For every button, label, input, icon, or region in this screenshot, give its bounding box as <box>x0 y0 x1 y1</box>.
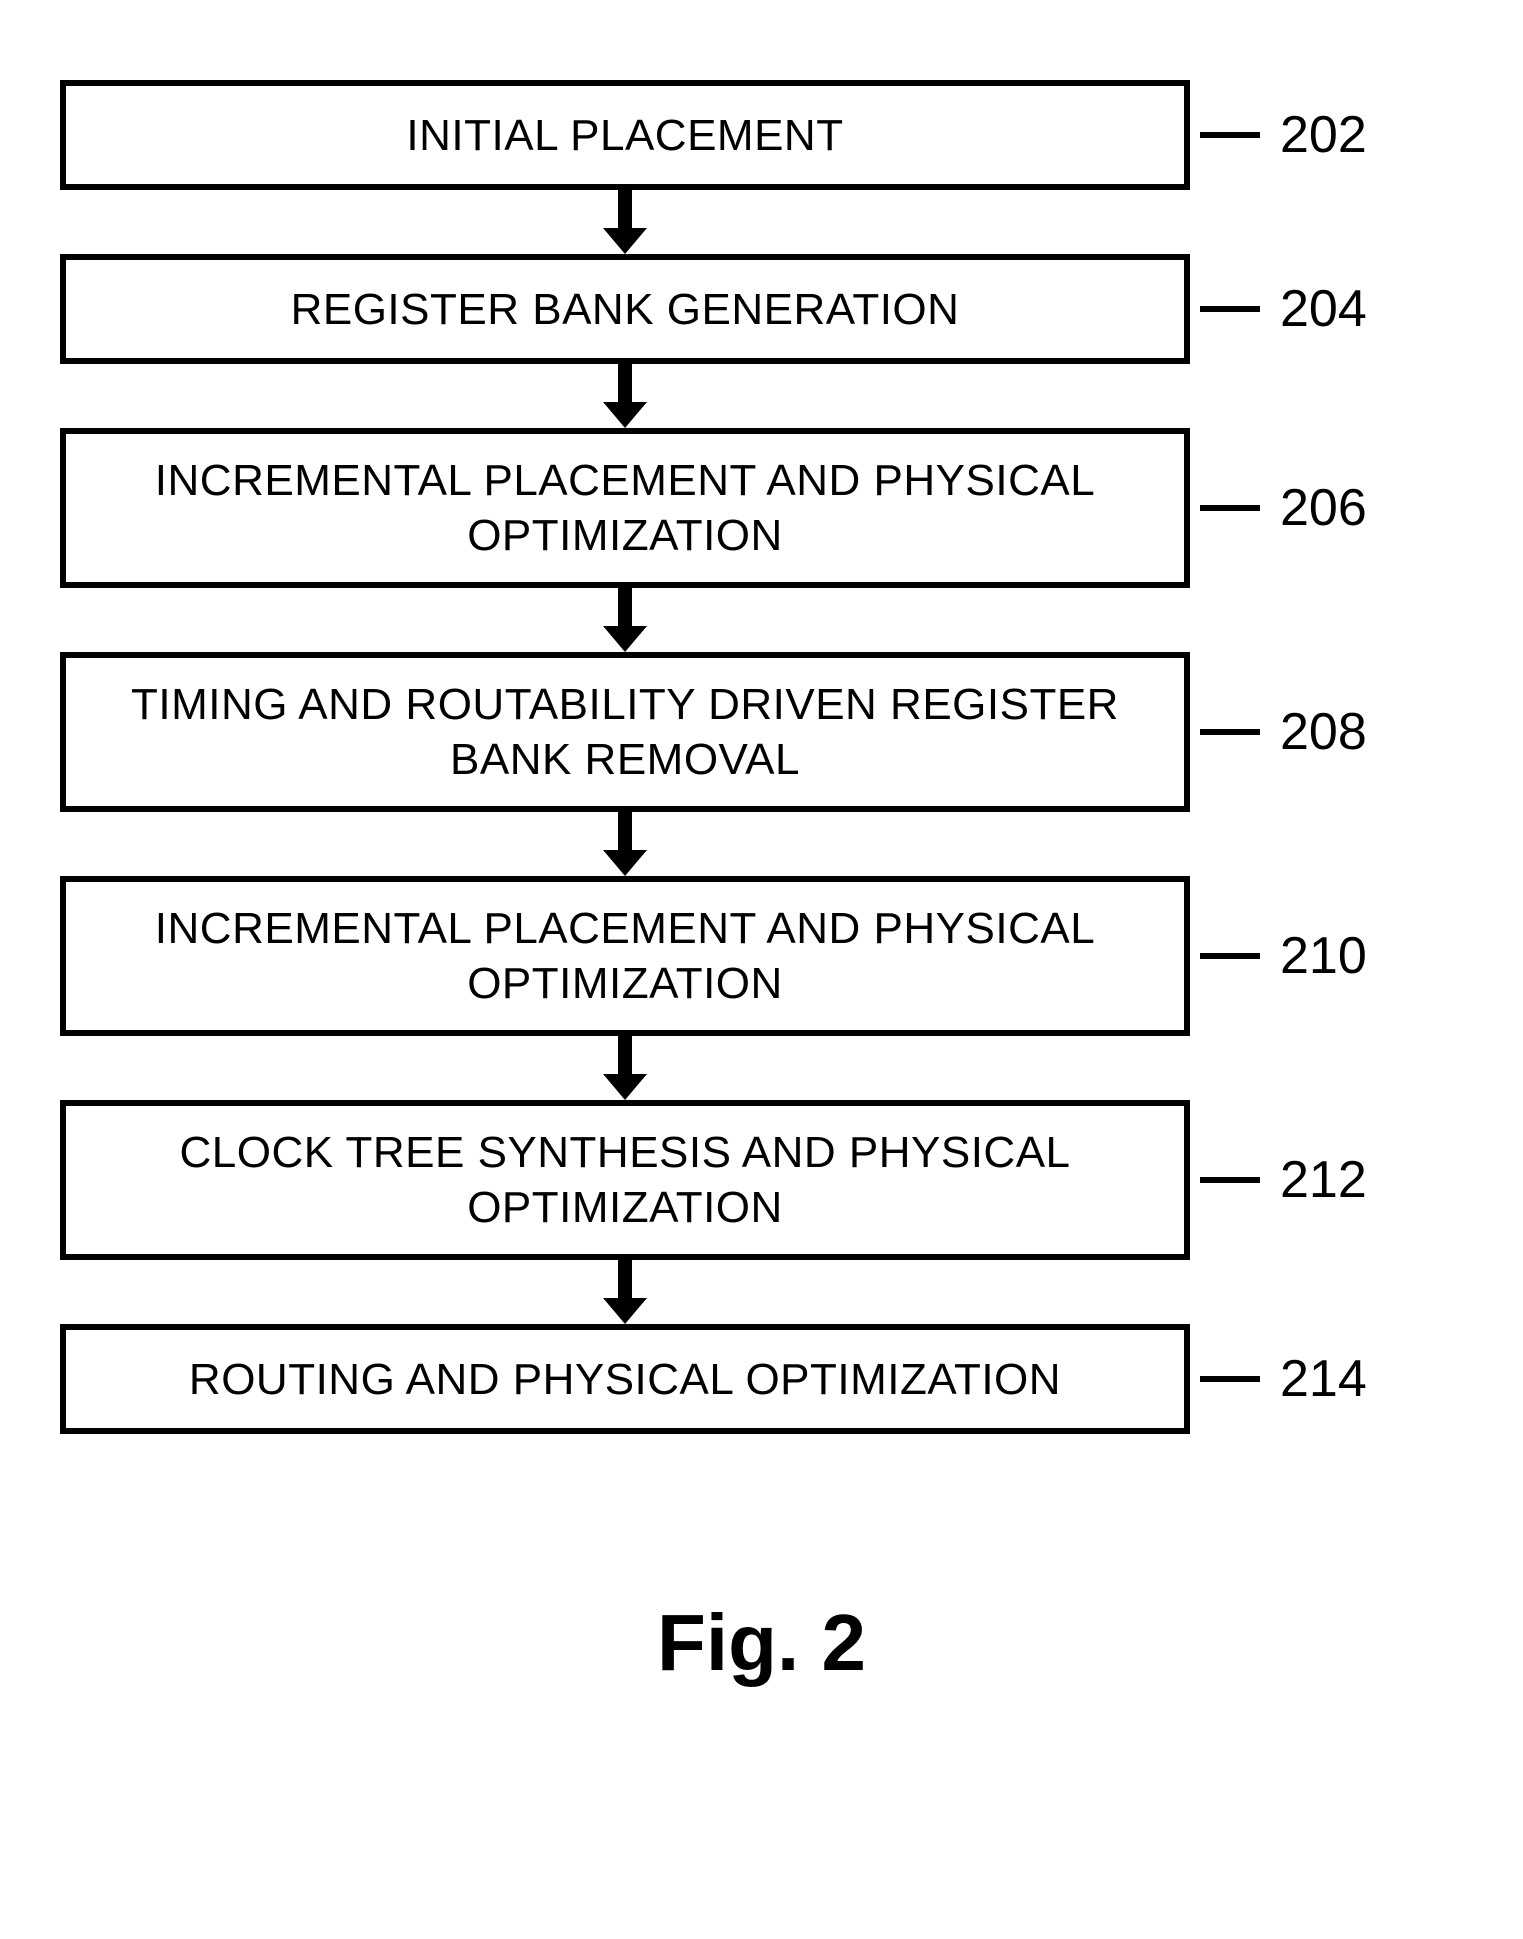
flow-step-row: INCREMENTAL PLACEMENT AND PHYSICAL OPTIM… <box>60 428 1460 588</box>
flow-arrow <box>60 1260 1190 1324</box>
step-212-label: CLOCK TREE SYNTHESIS AND PHYSICAL OPTIMI… <box>86 1125 1164 1235</box>
step-210-ref-connector <box>1190 953 1270 959</box>
flow-step-row: INITIAL PLACEMENT 202 <box>60 80 1460 190</box>
flow-step-row: TIMING AND ROUTABILITY DRIVEN REGISTER B… <box>60 652 1460 812</box>
step-208-box: TIMING AND ROUTABILITY DRIVEN REGISTER B… <box>60 652 1190 812</box>
flow-step-row: REGISTER BANK GENERATION 204 <box>60 254 1460 364</box>
step-202-ref-number: 202 <box>1280 105 1367 165</box>
ref-line <box>1200 306 1260 312</box>
flow-arrow <box>60 812 1190 876</box>
figure-canvas: INITIAL PLACEMENT 202 REGISTER BANK GENER… <box>0 0 1523 1939</box>
step-206-box: INCREMENTAL PLACEMENT AND PHYSICAL OPTIM… <box>60 428 1190 588</box>
flow-arrow <box>60 190 1190 254</box>
flow-step-row: CLOCK TREE SYNTHESIS AND PHYSICAL OPTIMI… <box>60 1100 1460 1260</box>
step-206-ref-connector <box>1190 505 1270 511</box>
step-208-ref-number: 208 <box>1280 702 1367 762</box>
step-202-ref-connector <box>1190 132 1270 138</box>
step-210-label: INCREMENTAL PLACEMENT AND PHYSICAL OPTIM… <box>86 901 1164 1011</box>
step-214-label: ROUTING AND PHYSICAL OPTIMIZATION <box>189 1352 1061 1407</box>
flow-step-row: ROUTING AND PHYSICAL OPTIMIZATION 214 <box>60 1324 1460 1434</box>
flow-arrow <box>60 364 1190 428</box>
step-202-label: INITIAL PLACEMENT <box>406 108 843 163</box>
step-204-ref-number: 204 <box>1280 279 1367 339</box>
flow-arrow <box>60 1036 1190 1100</box>
step-204-box: REGISTER BANK GENERATION <box>60 254 1190 364</box>
step-204-label: REGISTER BANK GENERATION <box>291 282 960 337</box>
step-202-box: INITIAL PLACEMENT <box>60 80 1190 190</box>
step-212-ref-connector <box>1190 1177 1270 1183</box>
step-206-label: INCREMENTAL PLACEMENT AND PHYSICAL OPTIM… <box>86 453 1164 563</box>
step-214-ref-number: 214 <box>1280 1349 1367 1409</box>
figure-caption: Fig. 2 <box>0 1597 1523 1689</box>
step-210-box: INCREMENTAL PLACEMENT AND PHYSICAL OPTIM… <box>60 876 1190 1036</box>
step-208-ref-connector <box>1190 729 1270 735</box>
step-204-ref-connector <box>1190 306 1270 312</box>
step-212-ref-number: 212 <box>1280 1150 1367 1210</box>
step-212-box: CLOCK TREE SYNTHESIS AND PHYSICAL OPTIMI… <box>60 1100 1190 1260</box>
ref-line <box>1200 132 1260 138</box>
flowchart: INITIAL PLACEMENT 202 REGISTER BANK GENER… <box>60 80 1460 1434</box>
flow-step-row: INCREMENTAL PLACEMENT AND PHYSICAL OPTIM… <box>60 876 1460 1036</box>
step-214-ref-connector <box>1190 1376 1270 1382</box>
ref-line <box>1200 729 1260 735</box>
ref-line <box>1200 1177 1260 1183</box>
ref-line <box>1200 505 1260 511</box>
ref-line <box>1200 1376 1260 1382</box>
step-210-ref-number: 210 <box>1280 926 1367 986</box>
step-214-box: ROUTING AND PHYSICAL OPTIMIZATION <box>60 1324 1190 1434</box>
flow-arrow <box>60 588 1190 652</box>
step-208-label: TIMING AND ROUTABILITY DRIVEN REGISTER B… <box>86 677 1164 787</box>
step-206-ref-number: 206 <box>1280 478 1367 538</box>
ref-line <box>1200 953 1260 959</box>
